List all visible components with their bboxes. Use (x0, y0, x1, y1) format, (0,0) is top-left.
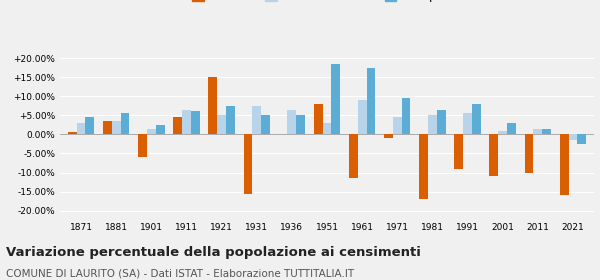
Bar (437, 109, 446, 134)
Bar (253, 106, 261, 134)
Bar (331, 64, 340, 134)
Legend: Laurito, Provincia di SA, Campania: Laurito, Provincia di SA, Campania (188, 0, 466, 6)
Bar (349, 134, 358, 178)
Bar (156, 125, 164, 134)
Bar (577, 134, 586, 144)
Bar (191, 111, 200, 134)
Bar (419, 134, 428, 199)
Bar (103, 121, 112, 134)
Bar (77, 123, 85, 134)
Bar (472, 104, 481, 134)
Bar (454, 134, 463, 169)
Bar (138, 134, 147, 157)
Bar (393, 117, 401, 134)
Bar (173, 117, 182, 134)
Bar (428, 115, 437, 134)
Bar (121, 113, 130, 134)
Bar (68, 132, 77, 134)
Text: Variazione percentuale della popolazione ai censimenti: Variazione percentuale della popolazione… (6, 246, 421, 259)
Bar (367, 67, 376, 134)
Bar (217, 115, 226, 134)
Bar (401, 98, 410, 134)
Text: COMUNE DI LAURITO (SA) - Dati ISTAT - Elaborazione TUTTITALIA.IT: COMUNE DI LAURITO (SA) - Dati ISTAT - El… (6, 269, 354, 279)
Bar (524, 134, 533, 172)
Bar (490, 134, 498, 176)
Bar (112, 121, 121, 134)
Bar (358, 100, 367, 134)
Bar (226, 106, 235, 134)
Bar (507, 123, 516, 134)
Bar (244, 134, 253, 193)
Bar (287, 109, 296, 134)
Bar (533, 129, 542, 134)
Bar (384, 134, 393, 138)
Bar (560, 134, 569, 195)
Bar (147, 129, 156, 134)
Bar (182, 109, 191, 134)
Bar (85, 117, 94, 134)
Bar (542, 129, 551, 134)
Bar (498, 131, 507, 134)
Bar (314, 104, 323, 134)
Bar (261, 115, 270, 134)
Bar (208, 77, 217, 134)
Bar (296, 115, 305, 134)
Bar (569, 134, 577, 140)
Bar (323, 123, 331, 134)
Bar (463, 113, 472, 134)
